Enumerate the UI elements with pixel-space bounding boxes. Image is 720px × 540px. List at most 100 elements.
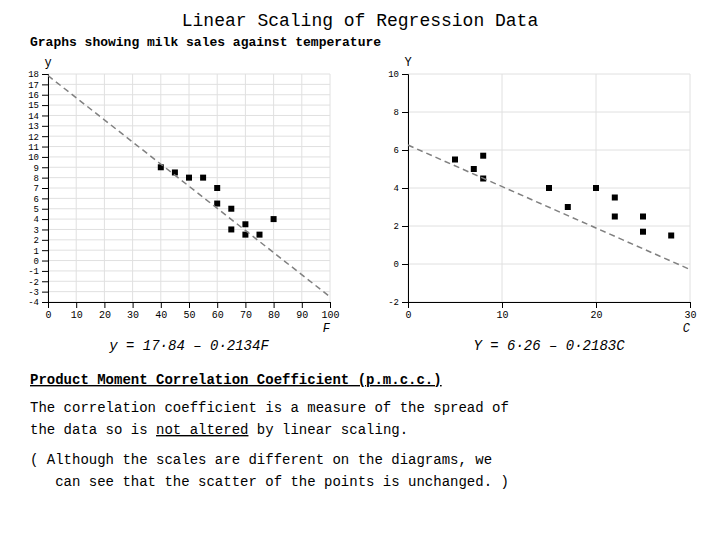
y-tick: 9	[34, 164, 48, 174]
y-tick: 8	[394, 108, 408, 118]
scatter-point	[668, 233, 674, 239]
x-tick: 20	[99, 302, 111, 321]
grid-line-y	[48, 84, 330, 85]
y-tick-mark	[42, 271, 48, 272]
x-tick: 70	[240, 302, 252, 321]
body-text-line: the data so is not altered by linear sca…	[30, 422, 408, 438]
x-tick: 60	[212, 302, 224, 321]
y-tick-label: 1	[34, 247, 39, 257]
grid-line-y	[48, 94, 330, 95]
x-tick-label: 70	[240, 310, 252, 321]
x-tick-mark	[104, 302, 105, 308]
scatter-point	[257, 232, 263, 238]
scatter-point	[480, 153, 486, 159]
x-tick-label: 30	[127, 310, 139, 321]
y-tick: 10	[388, 70, 408, 80]
y-tick-mark	[402, 226, 408, 227]
y-tick-label: 4	[34, 215, 39, 225]
y-tick-mark	[42, 84, 48, 85]
scatter-point	[200, 175, 206, 181]
grid-line-y	[48, 208, 330, 209]
scatter-point	[214, 185, 220, 191]
y-tick-mark	[42, 209, 48, 210]
y-tick-mark	[42, 178, 48, 179]
x-tick-label: 100	[321, 310, 339, 321]
x-tick: 10	[496, 302, 508, 321]
y-tick-label: 10	[28, 153, 39, 163]
x-tick: 10	[71, 302, 83, 321]
scatter-point	[546, 185, 552, 191]
y-tick: -1	[28, 267, 48, 277]
y-tick-label: 18	[28, 70, 39, 80]
y-tick: 16	[28, 91, 48, 101]
y-tick-mark	[42, 229, 48, 230]
y-tick-label: -4	[28, 298, 39, 308]
x-tick-mark	[302, 302, 303, 308]
x-tick: 90	[296, 302, 308, 321]
y-tick-label: 4	[394, 184, 399, 194]
y-axis-line	[42, 75, 49, 303]
y-tick: 2	[34, 236, 48, 246]
title: Linear Scaling of Regression Data	[182, 11, 539, 31]
y-axis: -4-3-2-10123456789101112131415161718	[28, 70, 48, 308]
y-tick: -2	[388, 298, 408, 308]
grid-line-y	[48, 115, 330, 116]
scatter-point	[593, 185, 599, 191]
y-tick-label: 6	[394, 146, 399, 156]
trend-line	[408, 145, 690, 269]
y-tick-mark	[402, 302, 408, 303]
y-tick: -3	[28, 288, 48, 298]
y-tick-label: -2	[28, 278, 39, 288]
grid-line-y	[48, 125, 330, 126]
y-tick-label: 7	[34, 184, 39, 194]
y-tick-label: -2	[388, 298, 399, 308]
x-axis: 0102030	[405, 302, 696, 321]
body-text: by linear scaling.	[248, 422, 408, 438]
y-axis-label: y	[44, 56, 51, 70]
y-tick: 17	[28, 81, 48, 91]
body-text: ( Although the scales are different on t…	[30, 452, 492, 468]
y-tick: 13	[28, 122, 48, 132]
scatter-point	[612, 195, 618, 201]
grid-line-y	[48, 167, 330, 168]
grid-line-y	[48, 281, 330, 282]
y-tick: 10	[28, 153, 48, 163]
y-tick-mark	[402, 264, 408, 265]
x-axis: 0102030405060708090100	[45, 302, 339, 321]
y-tick-mark	[402, 150, 408, 151]
y-tick: 7	[34, 184, 48, 194]
scatter-point	[228, 206, 234, 212]
x-tick-label: 60	[212, 310, 224, 321]
y-tick-mark	[42, 126, 48, 127]
marks	[408, 145, 690, 269]
y-tick-label: 13	[28, 122, 39, 132]
x-tick-mark	[217, 302, 218, 308]
y-tick-mark	[42, 188, 48, 189]
grid-line-y	[48, 250, 330, 251]
y-tick: 0	[394, 260, 408, 270]
x-tick: 50	[183, 302, 195, 321]
x-tick-label: 20	[99, 310, 111, 321]
x-tick-label: 40	[155, 310, 167, 321]
y-tick: 14	[28, 112, 48, 122]
x-tick-mark	[189, 302, 190, 308]
grid-line-y	[408, 264, 690, 265]
grid-line-y	[48, 146, 330, 147]
y-tick: 18	[28, 70, 48, 80]
y-tick-mark	[42, 292, 48, 293]
scatter-point	[565, 204, 571, 210]
grid-line-y	[48, 156, 330, 157]
y-tick-mark	[402, 188, 408, 189]
y-tick-label: 15	[28, 101, 39, 111]
y-tick: 4	[34, 215, 48, 225]
y-tick-label: 2	[394, 222, 399, 232]
plot-panel: 0102030405060708090100-4-3-2-10123456789…	[28, 56, 339, 354]
x-tick-label: 0	[405, 310, 411, 321]
y-tick: 6	[394, 146, 408, 156]
x-axis-line	[49, 303, 331, 309]
body-text-emphasis: not altered	[156, 422, 248, 438]
y-tick-mark	[42, 250, 48, 251]
y-tick-mark	[402, 74, 408, 75]
grid-line-y	[48, 219, 330, 220]
y-tick-label: 2	[34, 236, 39, 246]
